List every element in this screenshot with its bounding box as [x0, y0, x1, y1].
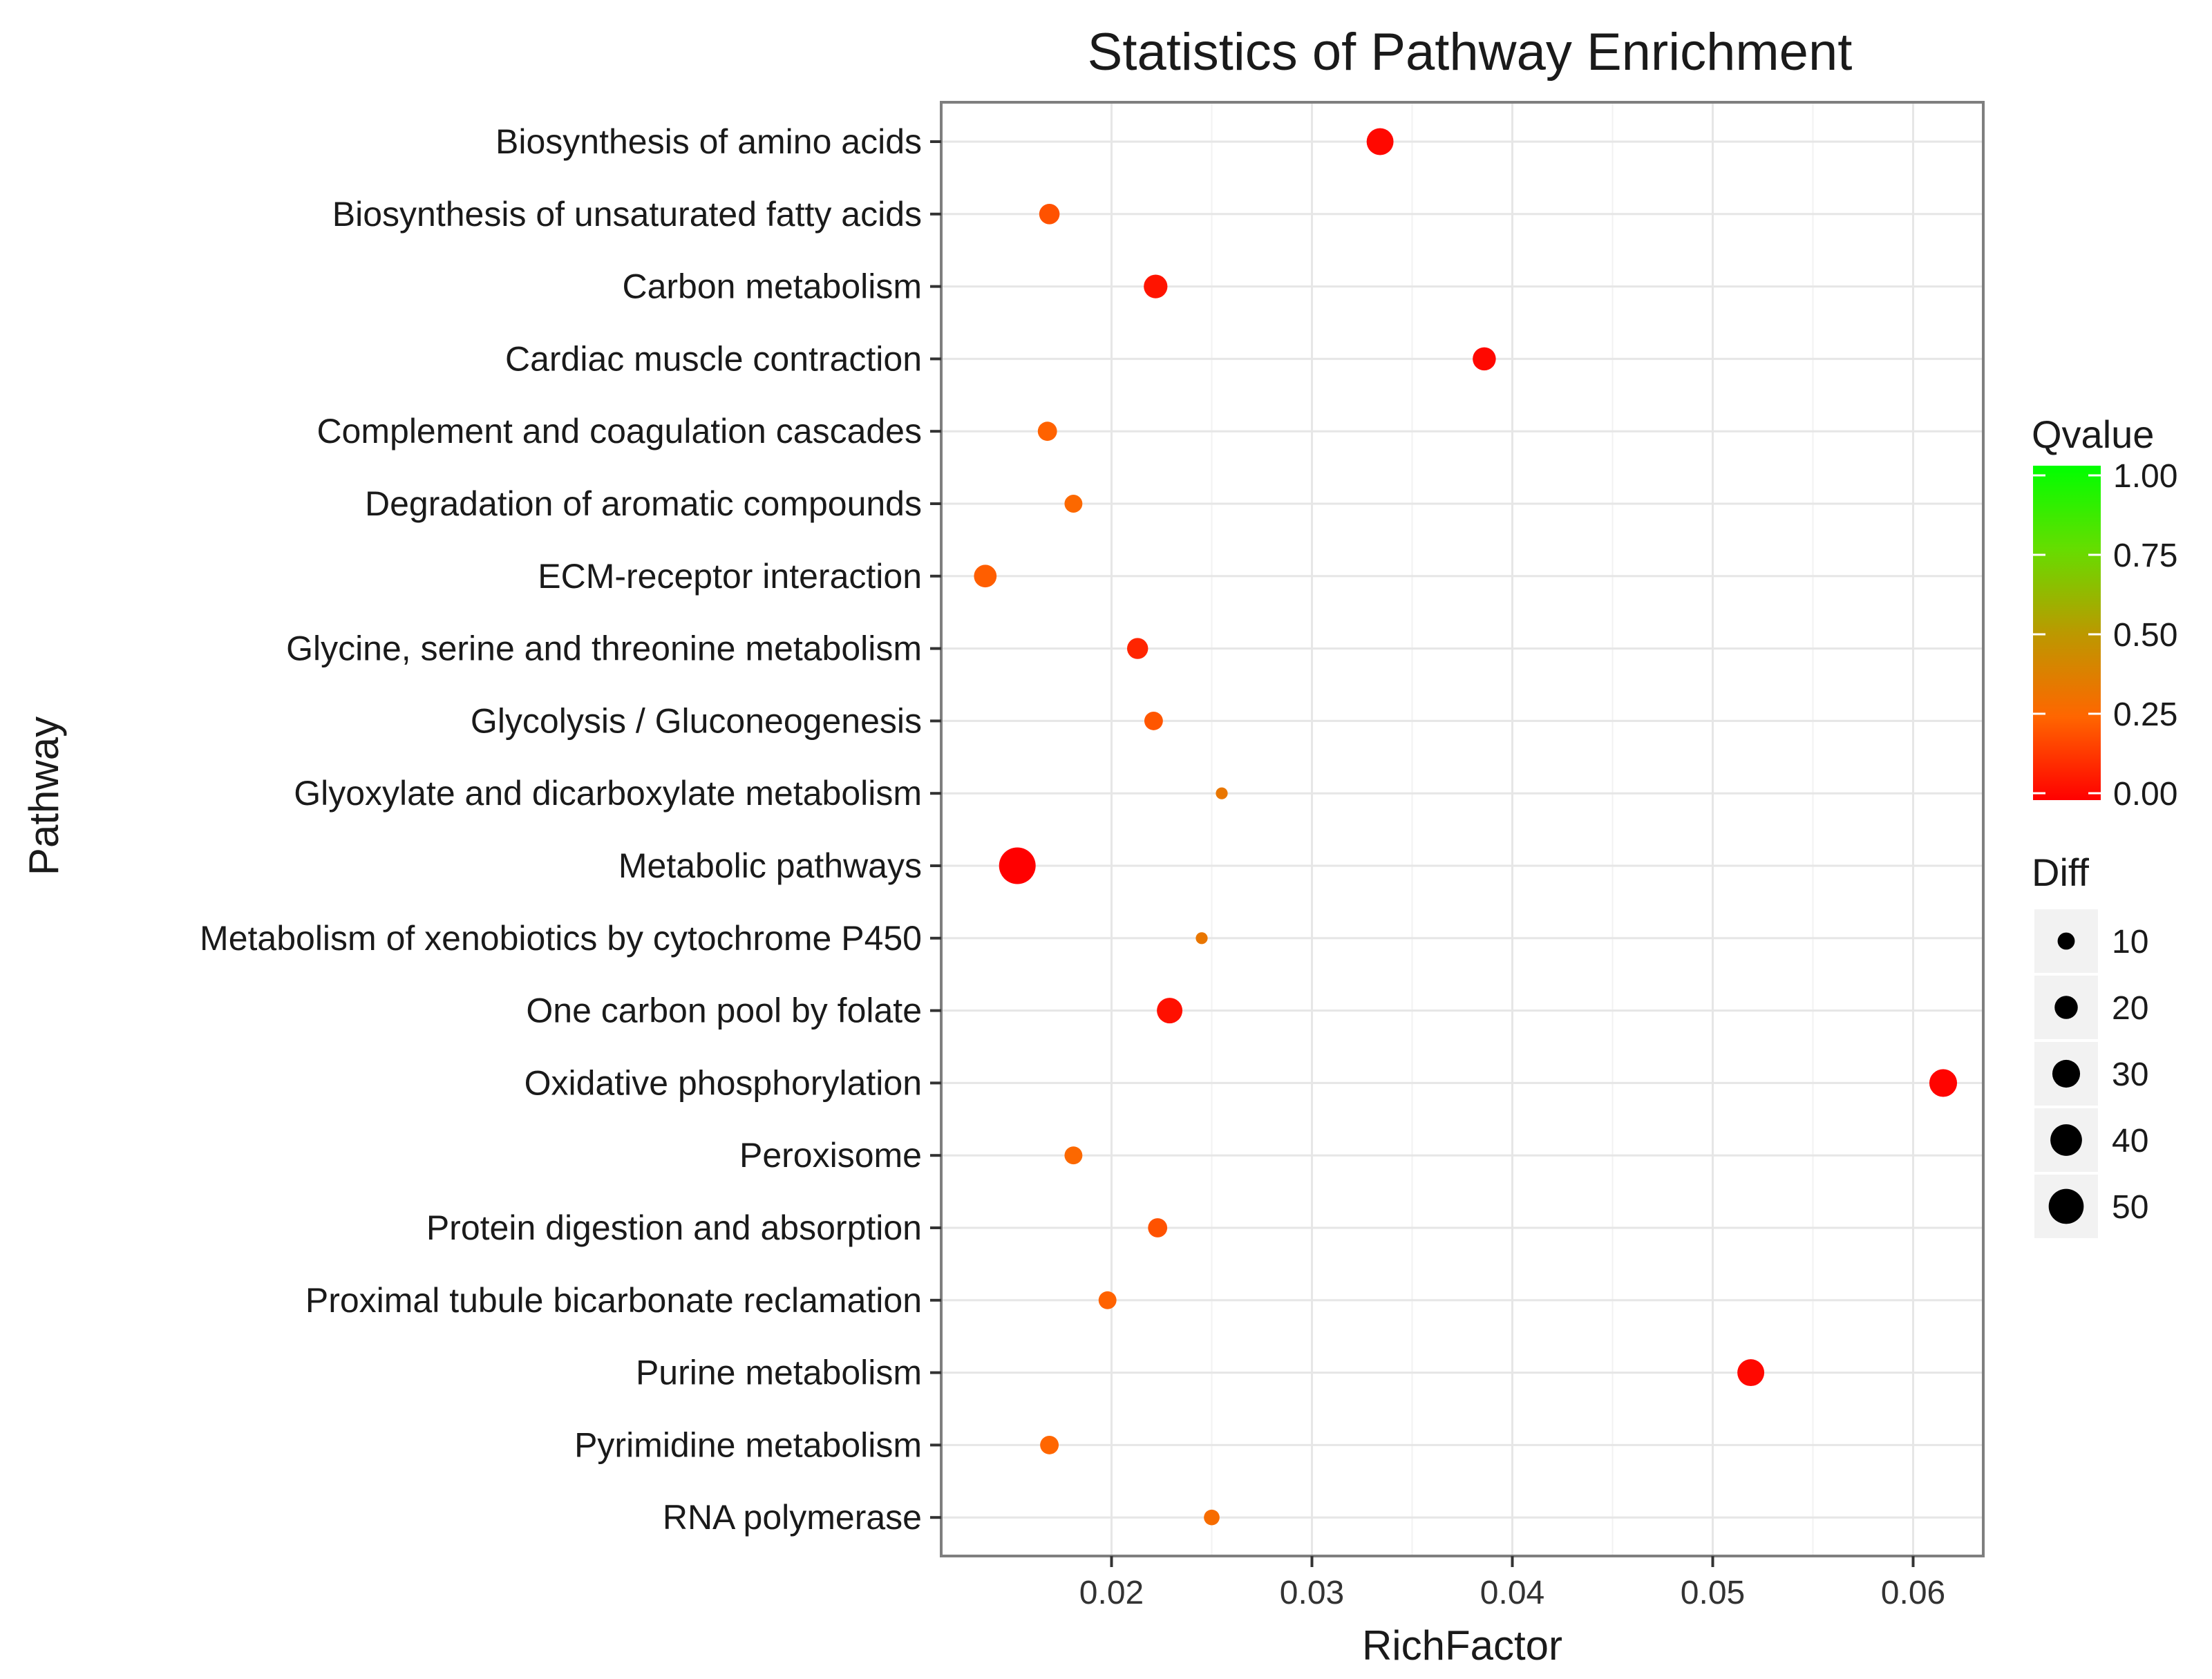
pathway-label: RNA polymerase	[663, 1498, 922, 1537]
pathway-point	[999, 847, 1036, 884]
x-tick-label: 0.03	[1280, 1575, 1344, 1611]
pathway-label: One carbon pool by folate	[526, 992, 922, 1030]
qvalue-tick-label: 1.00	[2113, 458, 2177, 495]
pathway-label: Pyrimidine metabolism	[574, 1425, 922, 1464]
diff-legend-label: 10	[2112, 924, 2148, 960]
pathway-point	[1098, 1291, 1117, 1309]
pathway-label: Complement and coagulation cascades	[316, 412, 922, 450]
pathway-label: Cardiac muscle contraction	[505, 339, 922, 378]
pathway-label: Glyoxylate and dicarboxylate metabolism	[294, 774, 922, 813]
y-axis-title: Pathway	[21, 717, 67, 875]
pathway-label: Oxidative phosphorylation	[524, 1063, 922, 1102]
pathway-label: ECM-receptor interaction	[538, 557, 922, 596]
diff-legend-label: 50	[2112, 1189, 2148, 1226]
qvalue-tick-label: 0.75	[2113, 538, 2177, 574]
qvalue-legend: Qvalue 1.00 0.75 0.50 0.25 0.00	[2032, 412, 2177, 813]
pathway-label: Carbon metabolism	[622, 267, 922, 306]
pathway-label: Glycolysis / Gluconeogenesis	[471, 701, 922, 740]
pathway-point	[1157, 998, 1183, 1024]
plot-border	[940, 101, 1985, 1557]
pathway-label: Purine metabolism	[636, 1354, 922, 1392]
qvalue-color-bar	[2033, 466, 2101, 800]
qvalue-tick-label: 0.25	[2113, 696, 2177, 733]
qvalue-tick-label: 0.00	[2113, 776, 2177, 813]
pathway-point	[1040, 1435, 1059, 1454]
pathway-point	[1037, 421, 1057, 442]
pathway-point	[1144, 711, 1163, 730]
x-tick-label: 0.05	[1681, 1575, 1745, 1611]
pathway-point	[1127, 638, 1148, 659]
pathway-point	[1039, 204, 1060, 225]
diff-legend-dot	[2052, 1059, 2081, 1088]
qvalue-legend-title: Qvalue	[2032, 412, 2154, 456]
grid-lines	[941, 102, 1983, 1556]
pathway-point	[1366, 128, 1394, 155]
diff-legend-label: 40	[2112, 1123, 2148, 1159]
pathway-point	[1148, 1218, 1168, 1237]
pathway-label: Proximal tubule bicarbonate reclamation	[305, 1281, 922, 1320]
pathway-point	[1195, 932, 1208, 945]
pathway-point	[974, 565, 997, 588]
x-axis-ticks: 0.02 0.03 0.04 0.05 0.06	[1079, 1556, 1945, 1611]
diff-legend-dot	[2050, 1124, 2082, 1156]
pathway-point	[1064, 495, 1083, 513]
pathway-point	[1737, 1359, 1765, 1387]
x-axis-title: RichFactor	[1362, 1622, 1562, 1669]
diff-legend: Diff 10 20 30 40 50	[2032, 851, 2148, 1241]
pathway-label: Peroxisome	[739, 1136, 922, 1175]
pathway-label: Glycine, serine and threonine metabolism	[286, 629, 922, 668]
diff-legend-dot	[2054, 996, 2078, 1019]
pathway-point	[1144, 274, 1168, 298]
pathway-label: Biosynthesis of unsaturated fatty acids	[332, 195, 922, 234]
pathway-point	[1929, 1069, 1958, 1097]
plot-area	[940, 101, 1985, 1557]
pathway-label: Biosynthesis of amino acids	[495, 122, 922, 161]
pathway-point	[1473, 347, 1496, 371]
pathway-label: Metabolism of xenobiotics by cytochrome …	[200, 919, 922, 958]
x-tick-label: 0.04	[1480, 1575, 1544, 1611]
y-axis-categories: RNA polymerase Pyrimidine metabolism Purin…	[200, 122, 941, 1537]
data-points	[974, 128, 1958, 1526]
diff-legend-keys: 10 20 30 40 50	[2032, 907, 2148, 1241]
pathway-label: Protein digestion and absorption	[426, 1208, 922, 1247]
pathway-label: Metabolic pathways	[618, 846, 922, 885]
x-tick-label: 0.06	[1881, 1575, 1945, 1611]
diff-legend-dot	[2048, 1188, 2084, 1224]
pathway-label: Degradation of aromatic compounds	[365, 484, 922, 523]
chart-title: Statistics of Pathway Enrichment	[1088, 23, 1853, 82]
qvalue-ticks: 1.00 0.75 0.50 0.25 0.00	[2033, 458, 2177, 813]
pathway-point	[1204, 1509, 1220, 1526]
diff-legend-label: 20	[2112, 990, 2148, 1027]
qvalue-tick-label: 0.50	[2113, 617, 2177, 654]
diff-legend-dot	[2057, 932, 2075, 950]
pathway-point	[1064, 1146, 1083, 1165]
plot-background	[941, 102, 1983, 1556]
x-tick-label: 0.02	[1079, 1575, 1144, 1611]
pathway-point	[1216, 787, 1228, 799]
diff-legend-label: 30	[2112, 1056, 2148, 1093]
diff-legend-title: Diff	[2032, 851, 2089, 894]
